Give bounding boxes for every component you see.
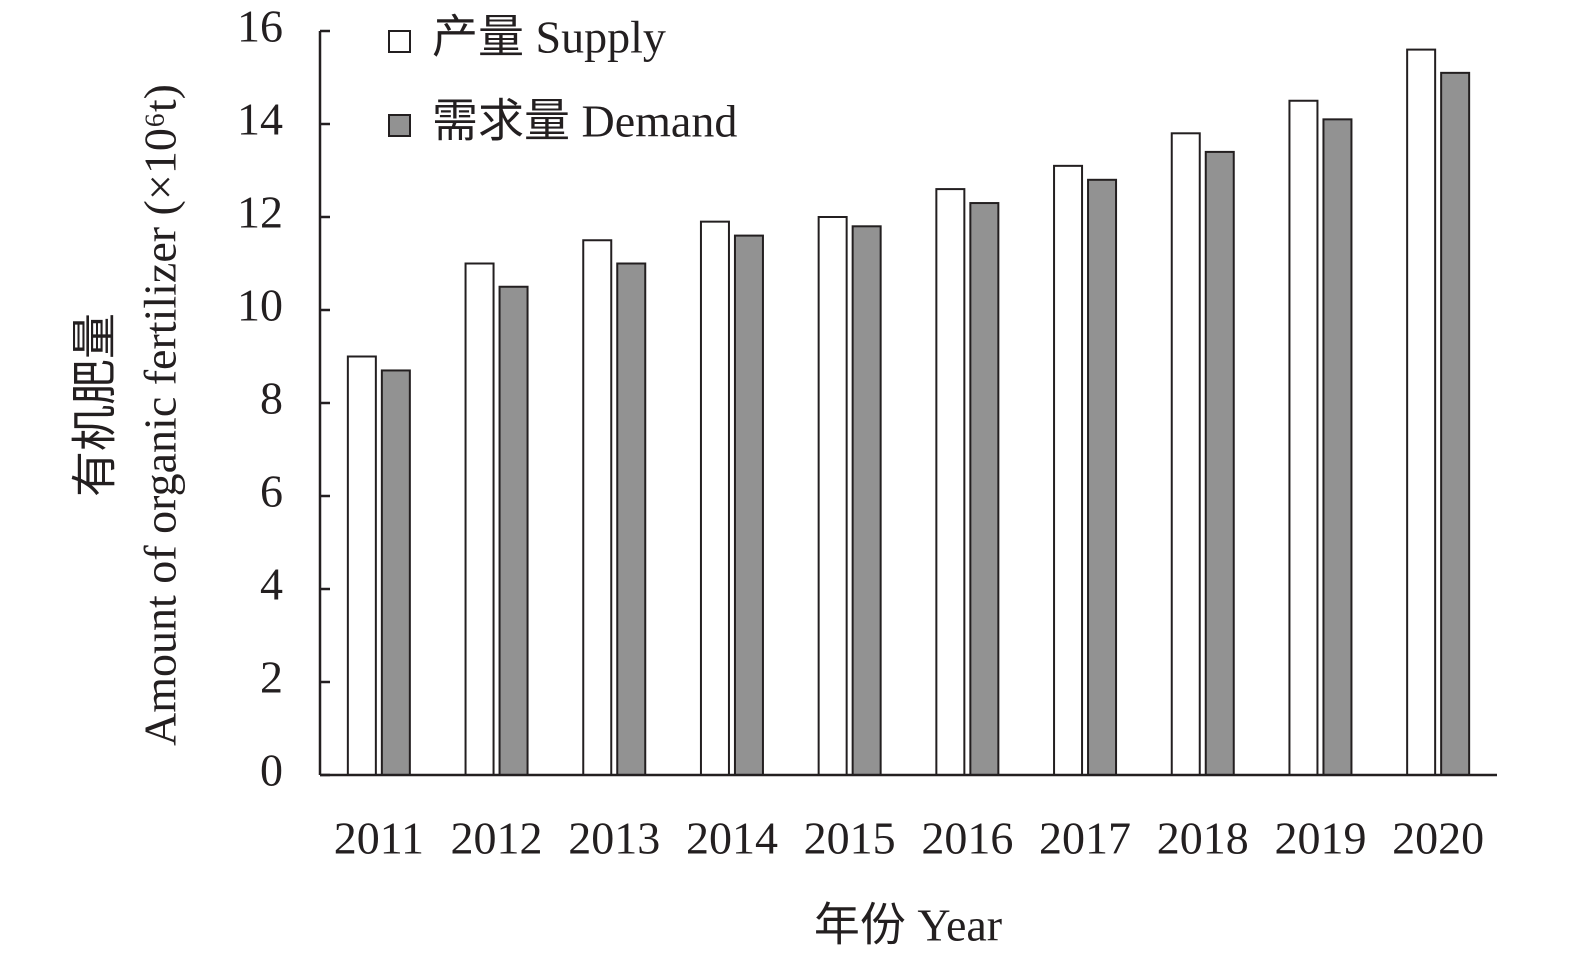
y-axis-title: Amount of organic fertilizer (×10⁶t) — [135, 84, 186, 746]
bar — [1170, 132, 1201, 777]
bar — [817, 216, 848, 776]
x-tick-label: 2011 — [334, 813, 424, 864]
bar — [969, 202, 1000, 777]
bar — [346, 355, 377, 776]
bar — [380, 369, 411, 776]
x-axis-title: 年份 Year — [814, 900, 1002, 951]
bar — [1204, 150, 1235, 776]
x-tick-label: 2015 — [804, 813, 896, 864]
bar — [616, 262, 647, 776]
bar — [1406, 48, 1437, 777]
legend-label: 需求量 Demand — [432, 96, 737, 147]
y-tick-label: 14 — [237, 94, 283, 145]
x-tick-label: 2013 — [568, 813, 660, 864]
legend-label: 产量 Supply — [432, 12, 666, 63]
bar — [851, 225, 882, 777]
y-tick-label: 0 — [260, 745, 283, 796]
legend-swatch — [388, 30, 411, 53]
x-tick-label: 2019 — [1274, 813, 1366, 864]
bar — [1322, 118, 1353, 777]
x-tick-label: 2012 — [451, 813, 543, 864]
y-tick-label: 12 — [237, 187, 283, 238]
bar — [699, 220, 730, 776]
bar — [1087, 178, 1118, 777]
bar — [733, 234, 764, 777]
bar — [1288, 99, 1319, 776]
y-tick-label: 16 — [237, 1, 283, 52]
x-tick-label: 2016 — [921, 813, 1013, 864]
bar — [935, 188, 966, 777]
bar — [1440, 71, 1471, 777]
bar — [1053, 164, 1084, 777]
bar — [582, 239, 613, 776]
y-tick-label: 4 — [260, 559, 283, 610]
y-tick-label: 8 — [260, 373, 283, 424]
x-tick-label: 2020 — [1392, 813, 1484, 864]
y-tick-label: 10 — [237, 280, 283, 331]
bar — [498, 285, 529, 776]
legend-swatch — [388, 114, 411, 137]
bar — [464, 262, 495, 776]
y-tick-label: 2 — [260, 652, 283, 703]
y-axis-title: 有机肥量 — [70, 313, 121, 497]
x-tick-label: 2017 — [1039, 813, 1131, 864]
x-tick-label: 2014 — [686, 813, 778, 864]
x-tick-label: 2018 — [1157, 813, 1249, 864]
y-tick-label: 6 — [260, 466, 283, 517]
